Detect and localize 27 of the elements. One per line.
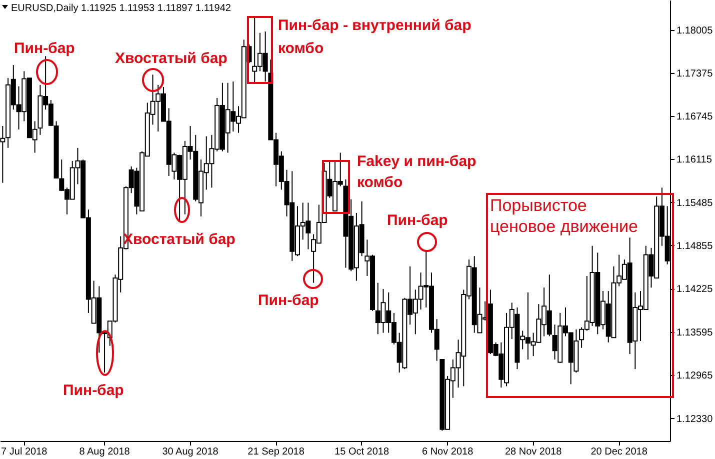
y-tick-label: 1.16745 — [676, 112, 714, 123]
x-tick-label: 8 Aug 2018 — [79, 446, 130, 458]
y-tick-label: 1.18005 — [676, 25, 714, 36]
y-tick-label: 1.12330 — [676, 414, 714, 425]
annotation: Пин-бар — [258, 292, 319, 309]
x-tick-label: 6 Nov 2018 — [422, 446, 474, 458]
annotation: Пин-бар - внутренний бар комбо — [278, 17, 472, 57]
annotation: Пин-бар — [63, 382, 124, 399]
annotation: Хвостатый бар — [115, 50, 228, 67]
x-tick-label: 30 Aug 2018 — [162, 446, 219, 458]
x-tick-label: 7 Jul 2018 — [1, 446, 48, 458]
y-tick-label: 1.14855 — [676, 240, 714, 252]
y-tick-label: 1.16115 — [676, 154, 712, 166]
annotation: Пин-бар — [14, 40, 75, 57]
y-tick-label: 1.17375 — [676, 68, 714, 80]
y-tick-label: 1.15485 — [676, 198, 714, 209]
annotation: Пин-бар — [387, 212, 448, 229]
x-tick-label: 21 Sep 2018 — [248, 446, 305, 458]
annotation: Fakey и пин-бар комбо — [357, 153, 476, 191]
chart-title: EURUSD,Daily 1.11925 1.11953 1.11897 1.11942 — [11, 3, 232, 14]
y-tick-label: 1.13595 — [676, 327, 714, 338]
annotation: Порывистое ценовое движение — [490, 196, 638, 236]
x-tick-label: 15 Oct 2018 — [334, 446, 390, 458]
x-tick-label: 20 Dec 2018 — [590, 446, 648, 458]
y-tick-label: 1.14225 — [676, 284, 714, 296]
x-tick-label: 28 Nov 2018 — [504, 446, 562, 458]
y-tick-label: 1.12965 — [676, 370, 714, 382]
